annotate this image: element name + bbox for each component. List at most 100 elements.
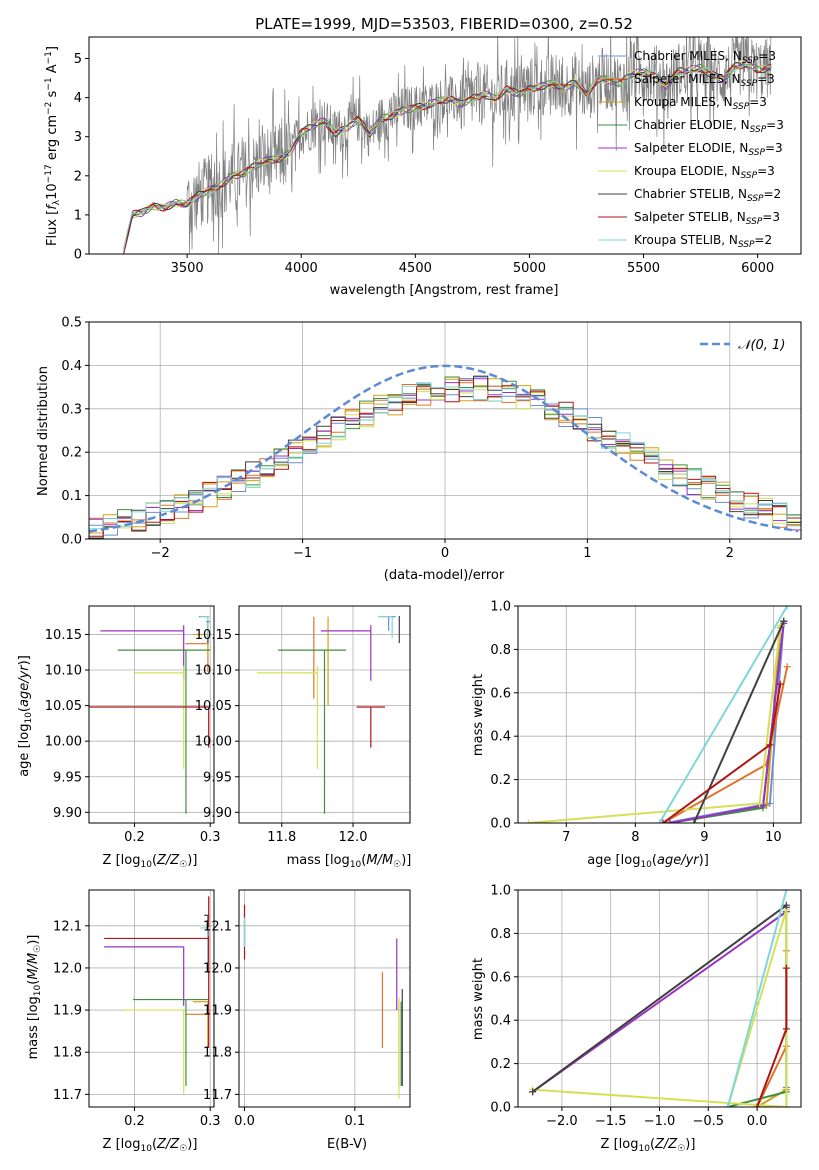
y-tick-label: 2: [74, 169, 82, 184]
mass-weight-marker: [780, 617, 788, 625]
histogram-step: [89, 382, 801, 530]
spectrum-model-line: [123, 60, 772, 254]
x-tick-label: −1: [293, 546, 312, 561]
y-tick-label: 1.0: [490, 600, 511, 615]
y-tick-label: 0.5: [61, 316, 82, 331]
mass-weight-marker: [690, 819, 698, 823]
y-tick-label: 0.2: [490, 1057, 511, 1072]
y-tick-label: 12.1: [203, 919, 232, 934]
y-tick-label: 11.8: [53, 1046, 82, 1061]
y-tick-label: 10.00: [195, 735, 232, 750]
x-tick-label: 0.0: [747, 1114, 768, 1129]
mass-weight-line: [658, 606, 789, 823]
mass-weight-marker: [766, 741, 774, 749]
mass_vs_ebv-plot-area: [243, 904, 403, 1099]
y-tick-label: 11.8: [203, 1046, 232, 1061]
residuals-xlabel: (data-model)/error: [384, 568, 505, 583]
mass-vs-z-ylabel: mass [log10(M/M☉)]: [26, 935, 43, 1060]
x-tick-label: 8: [631, 830, 639, 845]
errorbar-point: [134, 665, 185, 769]
x-tick-label: 6000: [741, 261, 774, 276]
age-vs-mass-panel: 11.8 12.0 9.90 9.95 10.00 10.05 10.10 10.15: [195, 605, 411, 845]
y-tick-label: 0.6: [490, 686, 511, 701]
errorbar-point: [117, 649, 211, 814]
mass-weight-vs-z-ylabel: mass weight: [471, 958, 486, 1040]
histogram-step: [89, 379, 801, 537]
y-tick-label: 12.0: [53, 961, 82, 976]
x-tick-label: 1: [583, 546, 591, 561]
y-tick-label: 10.15: [45, 628, 82, 643]
legend-label: Salpeter MILES, NSSP=3: [634, 72, 775, 89]
mass-weight-marker: [724, 1103, 732, 1107]
spectrum-legend: Chabrier MILES, NSSP=3 Salpeter MILES, NS…: [598, 49, 784, 250]
age_vs_mass-plot-area: [256, 615, 400, 814]
y-tick-label: 11.9: [203, 1004, 232, 1019]
axes-frame: [88, 889, 215, 1108]
y-tick-label: 10.00: [45, 735, 82, 750]
errorbar-point: [356, 706, 386, 748]
x-tick-label: −0.5: [693, 1114, 725, 1129]
mass-weight-line: [532, 904, 787, 1093]
residuals-ylabel: Normed distribution: [36, 366, 51, 496]
x-tick-label: 0.2: [124, 830, 145, 845]
spectrum-data-line: [123, 37, 772, 254]
axes-frame: [88, 605, 215, 824]
mass-weight-marker: [783, 663, 791, 671]
y-tick-label: 0.0: [490, 817, 511, 832]
mass-vs-ebv-xlabel: E(B-V): [327, 1137, 367, 1152]
legend-label: Chabrier STELIB, NSSP=2: [634, 187, 781, 204]
mass-weight-vs-age-xlabel: age [log10(age/yr)]: [587, 853, 709, 870]
gaussian-curve: [89, 364, 799, 533]
x-tick-label: 0.3: [200, 1114, 221, 1129]
y-tick-label: 0.4: [61, 359, 82, 374]
residuals-panel: −2 −1 0 1 2 0.0 0.1 0.2 0.3 0.4 0.5 𝒩(0, 1): [61, 316, 802, 561]
errorbar-point: [192, 1001, 209, 1044]
legend-label: Kroupa ELODIE, NSSP=3: [634, 164, 775, 181]
mass-weight-marker: [753, 1103, 761, 1107]
errorbar-point: [200, 927, 210, 937]
x-tick-label: −1.0: [644, 1114, 676, 1129]
x-tick-label: 0.0: [234, 1114, 255, 1129]
mass-weight-marker: [782, 901, 790, 909]
y-tick-label: 0.6: [490, 970, 511, 985]
y-tick-label: 10.05: [45, 699, 82, 714]
mass-weight-marker: [756, 799, 764, 807]
x-tick-label: 7: [562, 830, 570, 845]
errorbar-point: [132, 998, 209, 1086]
y-tick-label: 10.05: [195, 699, 232, 714]
errorbar-point: [200, 616, 210, 639]
spectrum-panel: 3500 4000 4500 5000 5500 6000 0 1 2 3 4 5 Chabrier M…: [74, 36, 802, 276]
x-tick-label: 0.2: [124, 1114, 145, 1129]
y-tick-label: 1.0: [490, 884, 511, 899]
x-tick-label: 0: [441, 546, 449, 561]
x-tick-label: −1.5: [595, 1114, 627, 1129]
spectrum-ylabel: Flux [fλ10−17 erg cm−2 s−1 A−1]: [44, 46, 62, 246]
y-tick-label: 11.7: [53, 1088, 82, 1103]
x-tick-label: −2.0: [546, 1114, 578, 1129]
legend-label: 𝒩(0, 1): [738, 338, 785, 353]
legend-label: Kroupa STELIB, NSSP=2: [634, 233, 772, 250]
errorbar-point: [104, 896, 210, 1049]
x-tick-label: 11.8: [267, 830, 296, 845]
y-tick-label: 0.0: [490, 1101, 511, 1116]
x-tick-label: −2: [151, 546, 170, 561]
y-tick-label: 10.10: [195, 664, 232, 679]
y-tick-label: 9.90: [203, 806, 232, 821]
mass-weight-vs-z-panel: −2.0 −1.5 −1.0 −0.5 0.0 0.0 0.2 0.4 0.6 0.8 1.0: [490, 884, 802, 1129]
y-tick-label: 0.2: [61, 446, 82, 461]
mass-weight-line: [726, 890, 788, 1107]
y-tick-label: 10.10: [45, 664, 82, 679]
figure-title: PLATE=1999, MJD=53503, FIBERID=0300, z=0…: [255, 15, 633, 33]
x-tick-label: 0.1: [344, 1114, 365, 1129]
age-vs-z-panel: 0.2 0.3 9.90 9.95 10.00 10.05 10.10 10.15: [45, 605, 221, 845]
x-tick-label: 4500: [399, 261, 432, 276]
spectrum-model-line: [123, 64, 772, 251]
y-tick-label: 9.90: [53, 806, 82, 821]
axes-frame: [517, 605, 802, 824]
mass-weight-marker: [776, 680, 784, 688]
errorbar-point: [278, 649, 346, 814]
mass-weight-marker: [659, 819, 667, 823]
mass-vs-z-xlabel: Z [log10(Z/Z☉)]: [103, 1137, 198, 1154]
legend-label: Chabrier ELODIE, NSSP=3: [634, 118, 784, 135]
